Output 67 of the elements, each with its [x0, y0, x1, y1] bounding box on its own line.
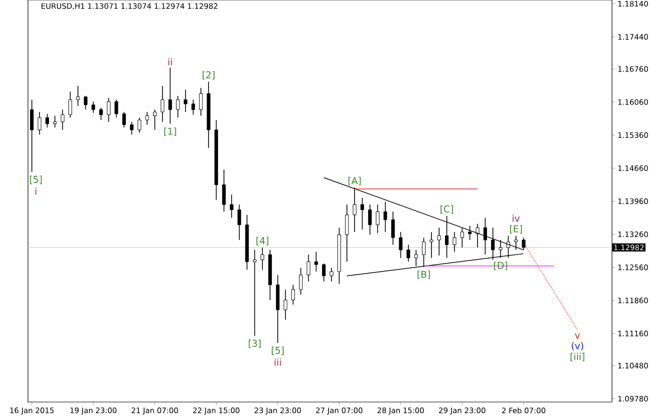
candlestick [130, 121, 134, 136]
candlestick [30, 99, 34, 172]
candlestick [406, 244, 410, 262]
candlestick [452, 232, 456, 252]
annotation: [E] [510, 225, 522, 234]
candlestick [45, 113, 49, 128]
candlestick [384, 201, 388, 232]
annotation: [5] [30, 176, 42, 184]
candlestick [252, 249, 256, 336]
annotation: [2] [202, 71, 214, 80]
candlestick [322, 263, 326, 282]
annotation: [C] [440, 205, 453, 214]
candlestick [145, 112, 149, 126]
candlestick [92, 101, 96, 114]
candlestick [106, 97, 110, 122]
candlestick [176, 95, 180, 118]
annotation: [A] [348, 176, 361, 186]
candlestick [345, 204, 349, 262]
candlestick [53, 115, 57, 128]
candlestick [68, 91, 72, 118]
candlestick [306, 254, 310, 282]
annotation: [5] [272, 346, 284, 356]
candlestick [168, 67, 172, 124]
candlestick [222, 169, 226, 212]
annotation: iii [274, 358, 281, 366]
annotation: ii [168, 58, 172, 66]
candlestick [376, 204, 380, 234]
candlestick [330, 267, 334, 282]
candlestick [299, 267, 303, 296]
candlestick [368, 204, 372, 236]
candlestick [238, 204, 242, 240]
annotation: [B] [418, 270, 430, 280]
candlestick [191, 99, 195, 116]
candlestick [468, 225, 472, 240]
candlestick [153, 109, 157, 130]
annotation: [iii] [570, 352, 584, 362]
annotation: [4] [256, 236, 268, 246]
candlestick [430, 232, 434, 258]
annotation: v [574, 333, 580, 339]
candlestick [360, 198, 364, 230]
candlestick [122, 112, 126, 128]
candlestick [99, 107, 103, 120]
candlestick [291, 284, 295, 306]
candlestick [60, 109, 64, 130]
candlestick [76, 86, 80, 106]
candlestick [184, 89, 188, 112]
candlestick [437, 227, 441, 256]
candlestick [160, 86, 164, 122]
annotation: [3] [248, 340, 261, 348]
candlestick [260, 247, 264, 270]
candlestick [114, 99, 118, 118]
candlestick [352, 187, 356, 232]
candlestick [38, 112, 42, 136]
candlestick [138, 117, 142, 134]
candlestick [284, 289, 288, 320]
candlestick [391, 211, 395, 246]
candlestick [460, 227, 464, 248]
candlestick [314, 251, 318, 272]
annotation: i [35, 187, 36, 195]
candlestick [84, 95, 88, 110]
annotation: (v) [572, 342, 584, 350]
candlestick [199, 87, 203, 116]
annotation: [1] [164, 127, 176, 136]
candlestick [398, 232, 402, 258]
annotation: iv [512, 214, 520, 222]
candlestick [230, 194, 234, 218]
candlestick [476, 224, 480, 248]
